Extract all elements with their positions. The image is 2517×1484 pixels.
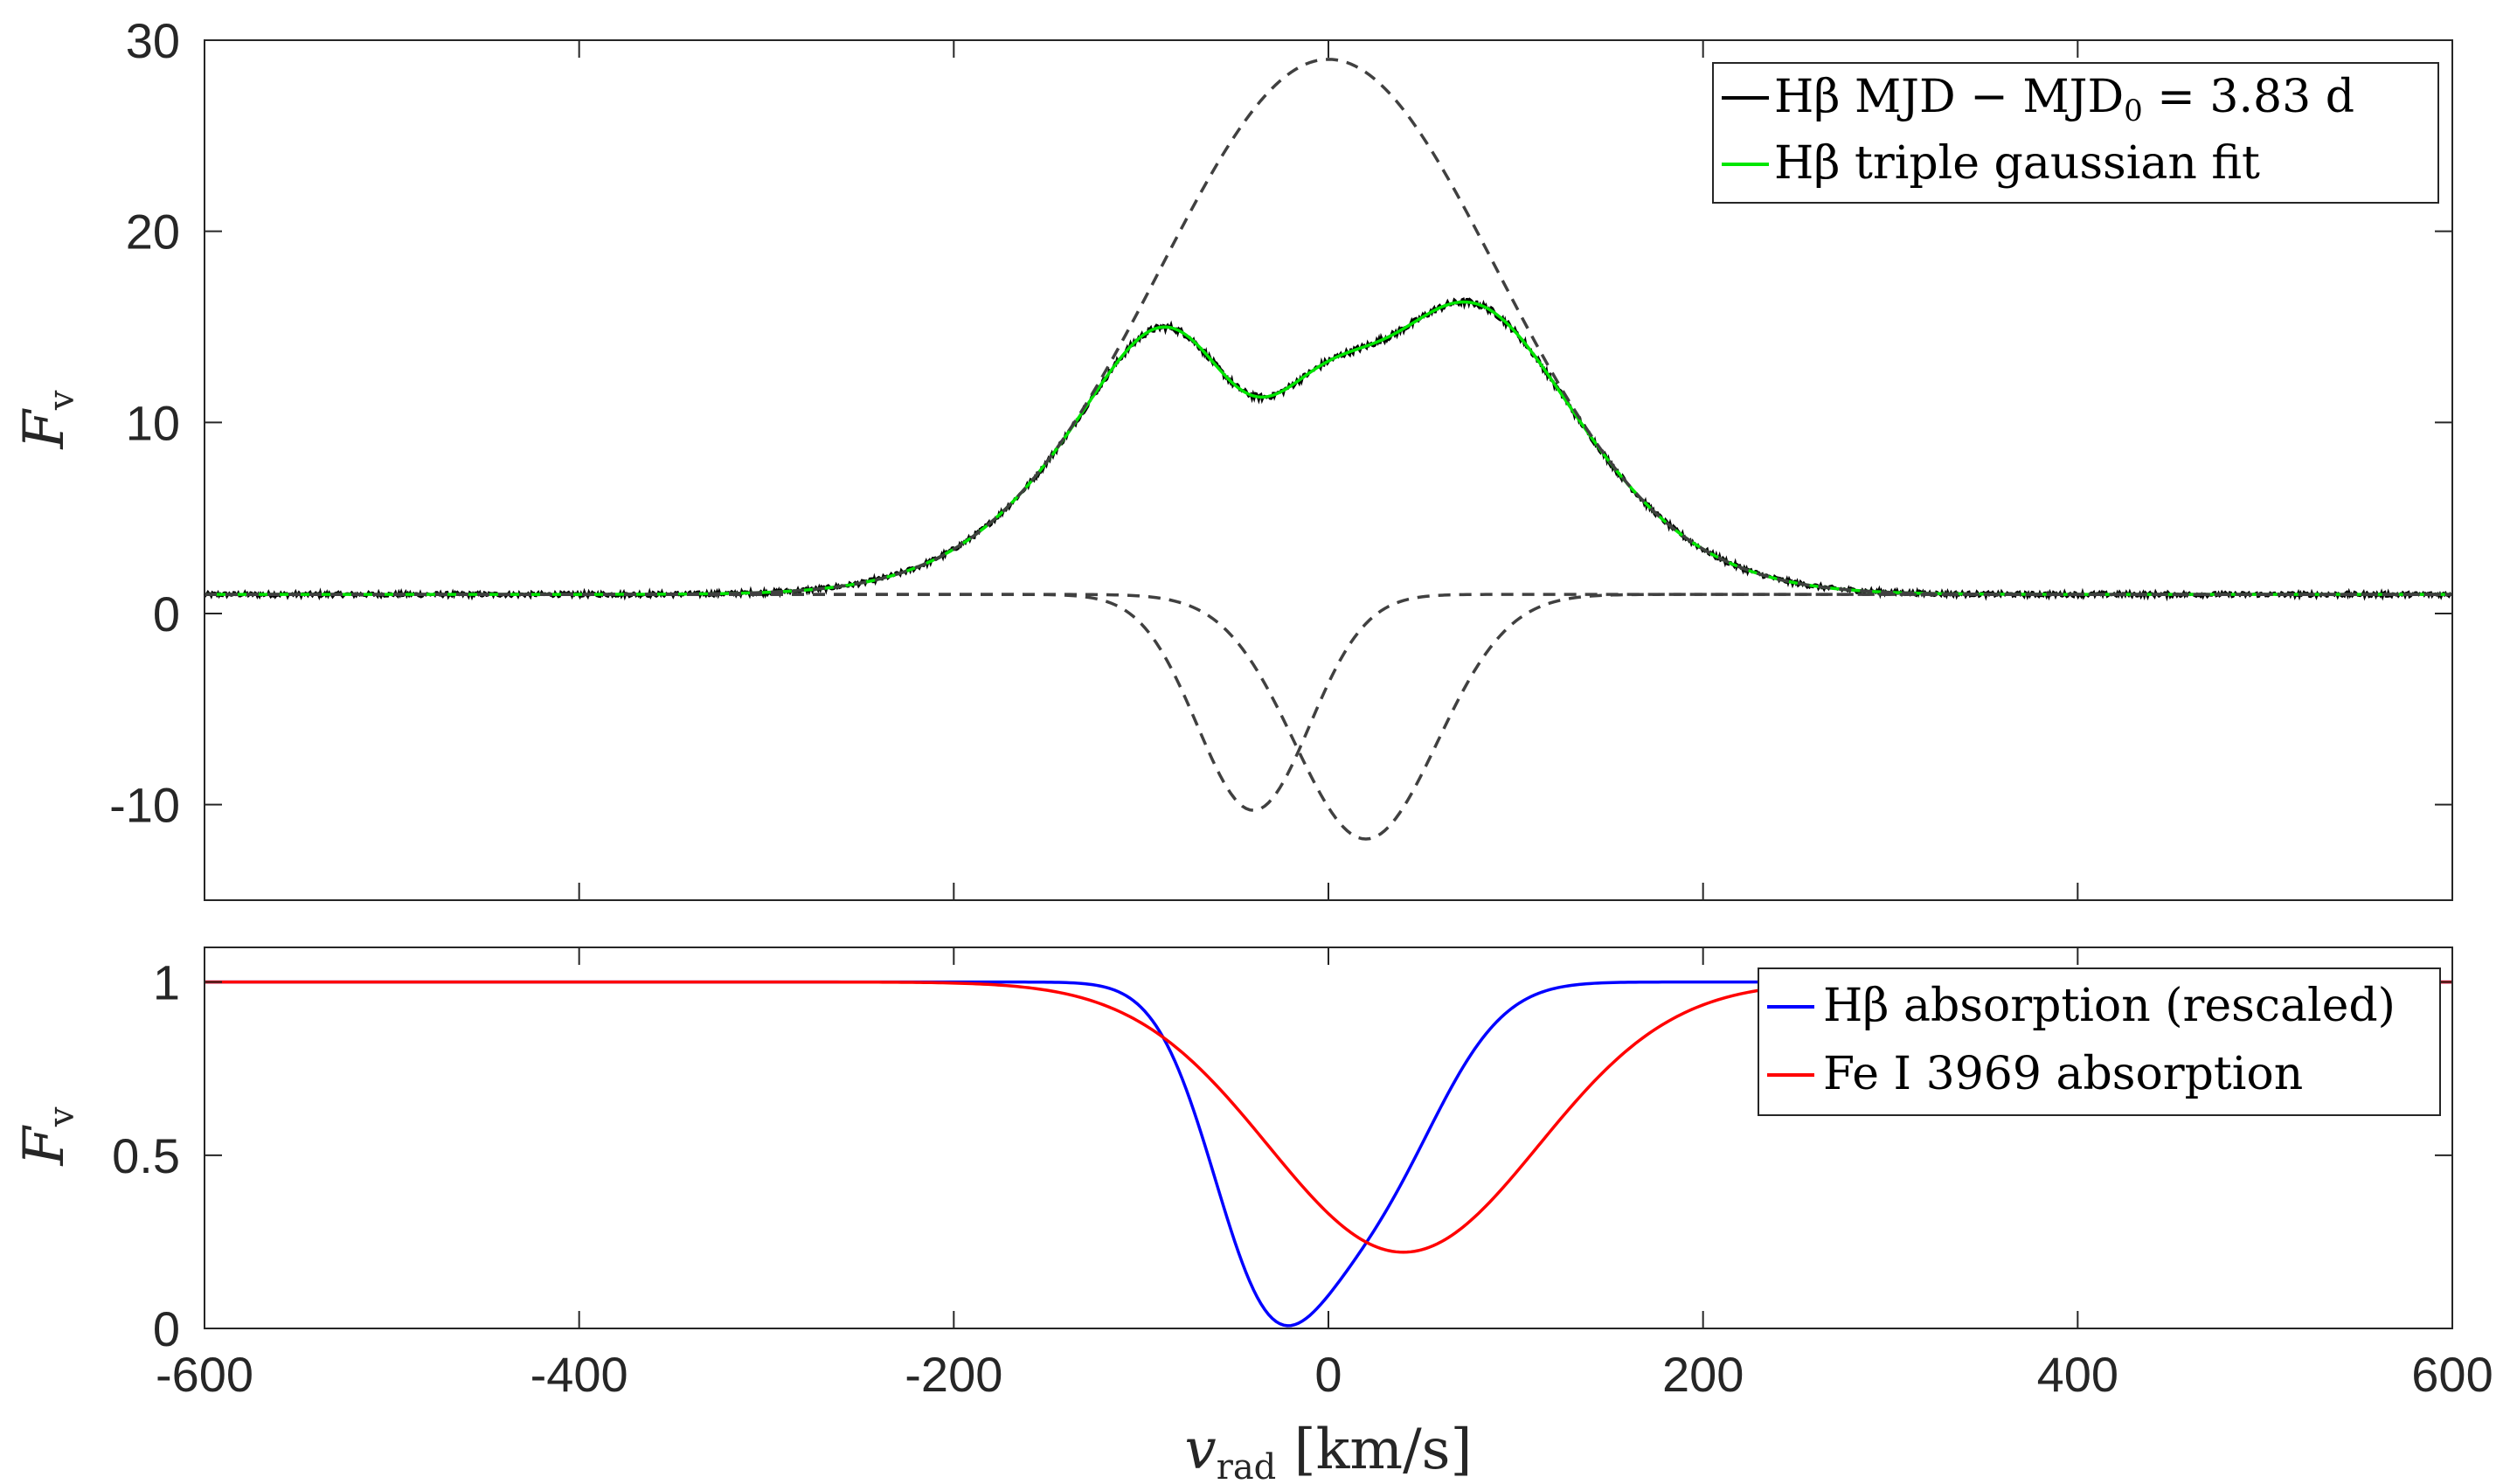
legend-fe-abs-text: Fe I 3969 absorption [1823,1048,2303,1100]
svg-text:vrad [km/s]: vrad [km/s] [1185,1418,1473,1484]
top-legend: Hβ MJD − MJD0 = 3.83 d Hβ triple gaussia… [1712,62,2439,204]
svg-text:Fv: Fv [12,1106,82,1166]
x-tick-label: -600 [156,1347,253,1402]
top-plot-lines [203,58,2452,841]
x-tick-label: -200 [905,1347,1002,1402]
top-ytick-label: 30 [126,13,180,68]
top-panel: -10 0 10 20 30 Fv Hβ MJD − MJD0 = 3.83 d Hβ … [12,13,2453,901]
bottom-legend: Hβ absorption (rescaled) Fe I 3969 absor… [1758,967,2441,1116]
legend-observed-text: Hβ MJD − MJD0 = 3.83 d [1774,71,2354,128]
top-ylabel: Fv [12,390,82,449]
bottom-ytick-label: 0.5 [112,1128,180,1183]
x-label-unit: [km/s] [1276,1418,1472,1482]
top-ylabel-main: F [12,408,77,450]
legend-hbeta-abs-text: Hβ absorption (rescaled) [1823,980,2396,1032]
x-tick-label: 400 [2037,1347,2118,1402]
x-label-sub: rad [1217,1447,1277,1484]
x-axis-label: vrad [km/s] [1185,1418,1473,1484]
legend-fit-text: Hβ triple gaussian fit [1774,137,2260,190]
top-ytick-label: -10 [109,778,180,833]
bottom-ylabel-sub: v [42,1106,82,1127]
top-ylabel-sub: v [42,390,82,411]
top-ticks: -10 0 10 20 30 [109,13,2453,900]
svg-text:Fv: Fv [12,390,82,449]
top-ytick-label: 10 [126,395,180,450]
bottom-ylabel-main: F [12,1125,77,1167]
bottom-ticks: -600 -400 -200 0 200 400 600 0 0.5 1 [112,947,2493,1402]
x-tick-label: 600 [2411,1347,2493,1402]
bottom-ytick-label: 0 [153,1301,180,1356]
x-tick-label: -400 [530,1347,628,1402]
gaussian-component-3 [205,593,2452,841]
x-tick-label: 0 [1314,1347,1342,1402]
bottom-panel: -600 -400 -200 0 200 400 600 0 0.5 1 Fv Hβ absorp… [12,947,2493,1484]
x-tick-label: 200 [1662,1347,1744,1402]
top-ytick-label: 20 [126,205,180,260]
bottom-ytick-label: 1 [153,955,180,1010]
bottom-ylabel: Fv [12,1106,82,1166]
top-ytick-label: 0 [153,586,180,641]
x-label-main: v [1185,1418,1217,1482]
